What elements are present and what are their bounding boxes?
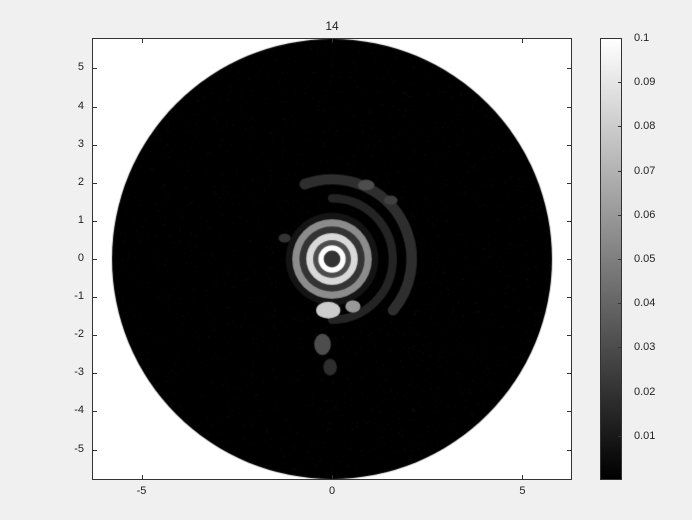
colorbar-tick-mark	[618, 392, 622, 393]
colorbar-tick-label: 0.02	[628, 386, 655, 398]
main-axes: 14	[92, 38, 572, 480]
y-tick-mark	[567, 68, 572, 69]
y-tick-mark	[567, 373, 572, 374]
y-tick-mark	[92, 411, 97, 412]
y-tick-label: 3	[54, 138, 84, 150]
colorbar-tick-label: 0.09	[628, 76, 655, 88]
y-tick-mark	[92, 145, 97, 146]
y-tick-mark	[567, 221, 572, 222]
colorbar-tick-label: 0.1	[628, 32, 649, 44]
x-tick-mark	[142, 475, 143, 480]
x-tick-mark	[332, 38, 333, 43]
y-tick-mark	[92, 68, 97, 69]
y-tick-label: 1	[54, 214, 84, 226]
y-tick-label: -5	[54, 443, 84, 455]
y-tick-label: -4	[54, 404, 84, 416]
colorbar-tick-label: 0.04	[628, 297, 655, 309]
y-tick-label: 5	[54, 61, 84, 73]
colorbar-tick-label: 0.07	[628, 165, 655, 177]
y-tick-mark	[92, 335, 97, 336]
x-tick-mark	[522, 475, 523, 480]
colorbar-tick-mark	[618, 38, 622, 39]
x-tick-label: 5	[502, 485, 542, 497]
y-tick-label: 0	[54, 252, 84, 264]
y-tick-mark	[92, 221, 97, 222]
colorbar-tick-mark	[618, 82, 622, 83]
x-tick-mark	[332, 475, 333, 480]
y-tick-label: 2	[54, 176, 84, 188]
x-tick-mark	[522, 38, 523, 43]
colorbar-tick-label: 0.01	[628, 430, 655, 442]
y-tick-mark	[567, 335, 572, 336]
x-tick-label: 0	[312, 485, 352, 497]
axes-title: 14	[93, 19, 571, 33]
colorbar-tick-mark	[618, 347, 622, 348]
colorbar-tick-mark	[618, 126, 622, 127]
colorbar-tick-label: 0.06	[628, 209, 655, 221]
colorbar-tick-mark	[618, 436, 622, 437]
figure: 14 -5 -4 -3 -2 -1 0 1 2 3 4 5 -5 0 5 0.01 0.02 0.03 0.04 0…	[0, 0, 692, 520]
colorbar-tick-mark	[618, 259, 622, 260]
colorbar-tick-mark	[618, 171, 622, 172]
y-tick-mark	[92, 450, 97, 451]
y-tick-mark	[567, 145, 572, 146]
x-tick-mark	[142, 38, 143, 43]
y-tick-label: -3	[54, 366, 84, 378]
y-tick-mark	[567, 450, 572, 451]
y-tick-mark	[567, 183, 572, 184]
y-tick-label: -2	[54, 328, 84, 340]
y-tick-label: 4	[54, 100, 84, 112]
y-tick-mark	[92, 107, 97, 108]
y-tick-label: -1	[54, 290, 84, 302]
colorbar-tick-mark	[618, 303, 622, 304]
y-tick-mark	[567, 259, 572, 260]
x-tick-label: -5	[122, 485, 162, 497]
y-tick-mark	[92, 259, 97, 260]
intensity-image	[93, 39, 571, 479]
y-tick-mark	[567, 411, 572, 412]
colorbar-tick-label: 0.03	[628, 341, 655, 353]
y-tick-mark	[92, 183, 97, 184]
colorbar-tick-mark	[618, 215, 622, 216]
y-tick-mark	[567, 107, 572, 108]
colorbar-tick-label: 0.05	[628, 253, 655, 265]
y-tick-mark	[92, 297, 97, 298]
y-tick-mark	[567, 297, 572, 298]
y-tick-mark	[92, 373, 97, 374]
colorbar-tick-label: 0.08	[628, 120, 655, 132]
